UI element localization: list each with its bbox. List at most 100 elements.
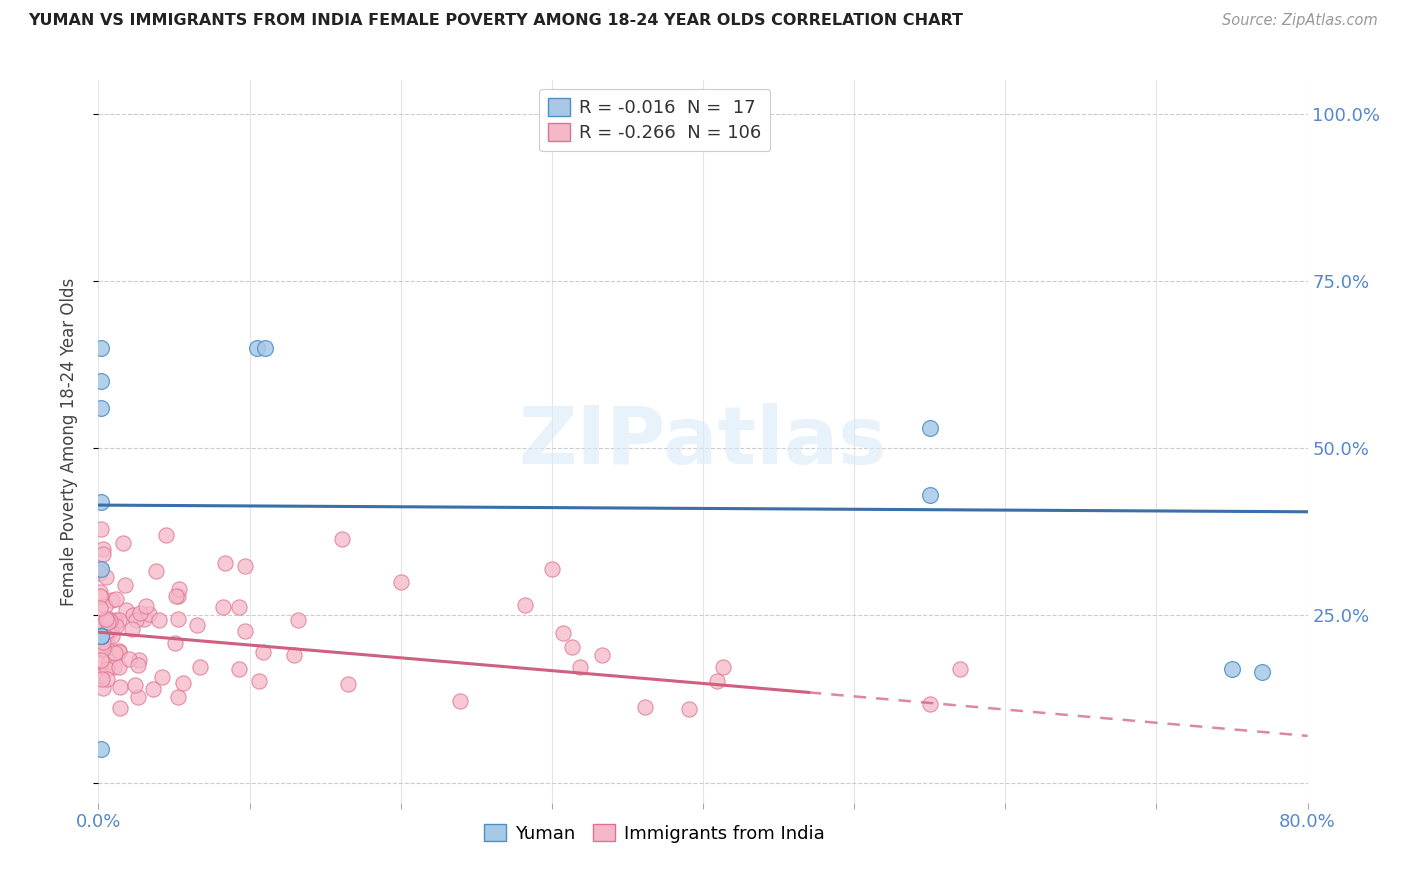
Point xyxy=(124,678,146,692)
Point xyxy=(247,673,270,688)
Point xyxy=(142,682,165,697)
Point xyxy=(94,599,117,613)
Point xyxy=(97,655,120,669)
Point xyxy=(90,672,112,686)
Point xyxy=(122,608,145,623)
Point xyxy=(105,591,128,606)
Point xyxy=(389,575,412,590)
Point xyxy=(90,628,112,642)
Point xyxy=(90,628,112,642)
Point xyxy=(90,521,112,535)
Point xyxy=(100,623,122,637)
Point xyxy=(89,618,111,632)
Point xyxy=(96,632,118,646)
Point xyxy=(283,648,305,662)
Point xyxy=(114,578,136,592)
Point xyxy=(91,638,114,652)
Point xyxy=(214,556,236,570)
Point xyxy=(135,599,157,614)
Point xyxy=(91,624,114,638)
Point xyxy=(634,699,657,714)
Point xyxy=(91,681,114,695)
Text: YUMAN VS IMMIGRANTS FROM INDIA FEMALE POVERTY AMONG 18-24 YEAR OLDS CORRELATION : YUMAN VS IMMIGRANTS FROM INDIA FEMALE PO… xyxy=(28,13,963,29)
Y-axis label: Female Poverty Among 18-24 Year Olds: Female Poverty Among 18-24 Year Olds xyxy=(59,277,77,606)
Point xyxy=(101,629,124,643)
Point xyxy=(104,646,127,660)
Point xyxy=(96,672,118,686)
Point xyxy=(233,558,256,573)
Point xyxy=(128,653,150,667)
Point xyxy=(103,659,125,673)
Point xyxy=(128,606,150,620)
Point xyxy=(96,624,118,638)
Point xyxy=(918,697,941,711)
Point xyxy=(235,624,257,638)
Point xyxy=(949,662,972,676)
Point xyxy=(228,600,250,615)
Point xyxy=(90,401,112,416)
Point xyxy=(100,592,122,607)
Point xyxy=(166,590,188,604)
Point xyxy=(90,562,112,576)
Point xyxy=(167,582,190,596)
Point xyxy=(90,669,112,683)
Point xyxy=(246,341,269,355)
Point xyxy=(252,645,274,659)
Point xyxy=(145,564,167,578)
Point xyxy=(121,622,143,636)
Text: ZIPatlas: ZIPatlas xyxy=(519,402,887,481)
Point xyxy=(96,636,118,650)
Point xyxy=(90,375,112,389)
Point xyxy=(90,341,112,355)
Point xyxy=(172,676,194,690)
Point xyxy=(105,619,128,633)
Point xyxy=(91,642,114,657)
Point xyxy=(449,694,471,708)
Point xyxy=(165,590,187,604)
Text: Source: ZipAtlas.com: Source: ZipAtlas.com xyxy=(1222,13,1378,29)
Point xyxy=(89,585,111,599)
Point xyxy=(138,607,160,621)
Point xyxy=(706,674,728,689)
Point xyxy=(90,562,112,576)
Point xyxy=(540,562,562,576)
Point xyxy=(90,628,112,642)
Point xyxy=(94,612,117,626)
Point xyxy=(91,541,114,556)
Point xyxy=(94,570,117,584)
Point xyxy=(93,547,115,561)
Legend: Yuman, Immigrants from India: Yuman, Immigrants from India xyxy=(475,814,834,852)
Point xyxy=(107,613,129,627)
Point xyxy=(678,702,700,716)
Point xyxy=(90,494,112,508)
Point xyxy=(90,742,112,756)
Point xyxy=(127,690,149,704)
Point xyxy=(89,601,111,615)
Point xyxy=(166,612,188,626)
Point xyxy=(96,662,118,676)
Point xyxy=(98,614,121,628)
Point xyxy=(91,642,114,657)
Point xyxy=(89,619,111,633)
Point xyxy=(918,421,941,435)
Point xyxy=(90,639,112,653)
Point xyxy=(515,598,537,612)
Point xyxy=(253,341,276,355)
Point xyxy=(287,613,309,627)
Point xyxy=(108,644,131,658)
Point xyxy=(115,603,138,617)
Point xyxy=(1251,665,1274,680)
Point xyxy=(711,660,734,674)
Point xyxy=(148,613,170,627)
Point xyxy=(155,528,177,542)
Point xyxy=(212,600,235,615)
Point xyxy=(108,645,131,659)
Point xyxy=(93,635,115,649)
Point xyxy=(1220,662,1243,676)
Point xyxy=(97,615,120,630)
Point xyxy=(166,690,188,705)
Point xyxy=(90,591,112,605)
Point xyxy=(228,662,250,676)
Point xyxy=(918,488,941,502)
Point xyxy=(108,660,131,674)
